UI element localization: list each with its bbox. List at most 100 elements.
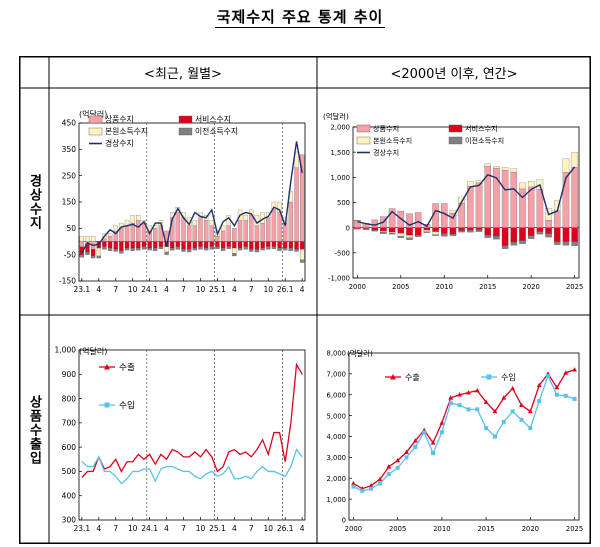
goods-balance-bar: [136, 220, 141, 242]
export-point: [483, 399, 489, 404]
goods-balance-bar: [414, 212, 422, 228]
import-point: [360, 488, 365, 493]
secondary-income-bar: [254, 249, 260, 253]
primary-income-bar: [220, 225, 226, 232]
y-tick-label: 1,000: [327, 496, 346, 504]
x-tick-label: 4: [232, 285, 237, 294]
secondary-income-bar: [467, 230, 474, 233]
export-point: [377, 476, 383, 482]
secondary-income-bar: [124, 247, 130, 251]
services-balance-bar: [187, 241, 192, 250]
header-annual: <2000년 이후, 연간>: [390, 66, 518, 82]
services-balance-bar: [458, 227, 465, 231]
x-tick-label: 26.1: [277, 524, 294, 533]
y-tick-label: 1,000: [55, 346, 77, 355]
x-tick-label: 24.1: [141, 285, 158, 294]
secondary-income-bar: [158, 246, 164, 249]
secondary-income-bar: [406, 237, 413, 240]
secondary-income-bar: [527, 235, 535, 239]
services-balance-bar: [215, 241, 220, 247]
services-balance-bar: [484, 227, 491, 236]
services-balance-bar: [527, 227, 535, 236]
x-tick-label: 2010: [436, 283, 453, 291]
legend-label-goods-balance: 상품수지: [105, 114, 134, 124]
import-point: [369, 486, 374, 491]
goods-balance-bar: [554, 210, 561, 228]
legend-swatch-services-balance: [448, 124, 463, 133]
primary-income-bar: [119, 222, 124, 229]
services-balance-bar: [371, 227, 378, 231]
import-point: [484, 426, 489, 431]
secondary-income-bar: [113, 249, 118, 252]
secondary-income-bar: [536, 231, 544, 235]
primary-income-bar: [388, 232, 396, 234]
goods-balance-bar: [226, 225, 231, 242]
export-point: [448, 395, 454, 400]
x-tick-label: 10: [196, 285, 206, 294]
row-label-current-account: 경상수지: [26, 173, 42, 230]
secondary-income-bar: [371, 230, 378, 232]
primary-income-bar: [432, 231, 439, 235]
export-point: [466, 390, 471, 395]
secondary-income-bar: [380, 232, 387, 234]
goods-balance-bar: [441, 203, 448, 228]
services-balance-bar: [203, 241, 209, 249]
services-balance-bar: [209, 241, 214, 247]
goods-balance-bar: [249, 215, 254, 242]
goods-balance-bar: [288, 201, 294, 242]
goods-balance-bar: [501, 170, 509, 228]
export-point: [412, 438, 418, 443]
services-balance-bar: [277, 241, 282, 249]
legend-marker-export: [390, 374, 396, 380]
y-tick-label: 600: [62, 443, 77, 452]
secondary-income-bar: [96, 255, 101, 259]
y-tick-label: 300: [62, 516, 77, 525]
secondary-income-bar: [283, 247, 288, 251]
legend-marker-export: [104, 364, 110, 370]
services-balance-bar: [266, 241, 271, 247]
import-point: [563, 393, 568, 398]
x-tick-label: 23.1: [73, 285, 90, 294]
y-tick-label: 400: [62, 491, 77, 500]
legend-label-primary-income: 본원소득수지: [105, 127, 148, 136]
y-tick-label: 1,500: [331, 149, 350, 157]
services-balance-bar: [124, 241, 130, 249]
goods-balance-bar: [475, 182, 483, 228]
secondary-income-bar: [397, 236, 405, 238]
services-balance-bar: [380, 227, 387, 232]
export-point: [536, 382, 542, 388]
export-point: [510, 385, 516, 391]
x-tick-label: 2005: [392, 283, 409, 291]
x-tick-label: 4: [232, 524, 237, 533]
goods-balance-bar: [562, 172, 570, 228]
legend-swatch-goods-balance: [356, 124, 371, 133]
secondary-income-bar: [79, 254, 84, 258]
legend-swatch-primary-income: [356, 136, 371, 145]
goods-balance-bar: [198, 217, 203, 242]
export-point: [572, 367, 577, 372]
legend-swatch-secondary-income: [178, 127, 193, 136]
primary-income-bar: [130, 215, 135, 224]
import-point: [386, 472, 391, 477]
row-label-goods-trade: 상품수출입: [26, 394, 42, 465]
x-tick-label: 7: [181, 524, 186, 533]
goods-balance-bar: [260, 222, 265, 242]
secondary-income-bar: [388, 233, 396, 235]
y-tick-label: 5,000: [327, 412, 346, 420]
goods-balance-bar: [467, 186, 474, 228]
secondary-income-bar: [215, 246, 220, 249]
x-tick-label: 2025: [566, 283, 583, 291]
secondary-income-bar: [571, 241, 578, 246]
y-tick-label: -50: [64, 250, 76, 259]
legend-label-secondary-income: 이전소득수지: [195, 126, 238, 136]
import-point: [492, 434, 497, 439]
secondary-income-bar: [147, 247, 152, 251]
export-point: [519, 402, 524, 407]
export-line: [81, 362, 303, 478]
services-balance-bar: [562, 227, 570, 242]
secondary-income-bar: [192, 247, 197, 251]
import-point: [572, 396, 577, 401]
services-balance-bar: [130, 241, 135, 249]
legend-label-services-balance: 서비스수지: [195, 115, 231, 124]
